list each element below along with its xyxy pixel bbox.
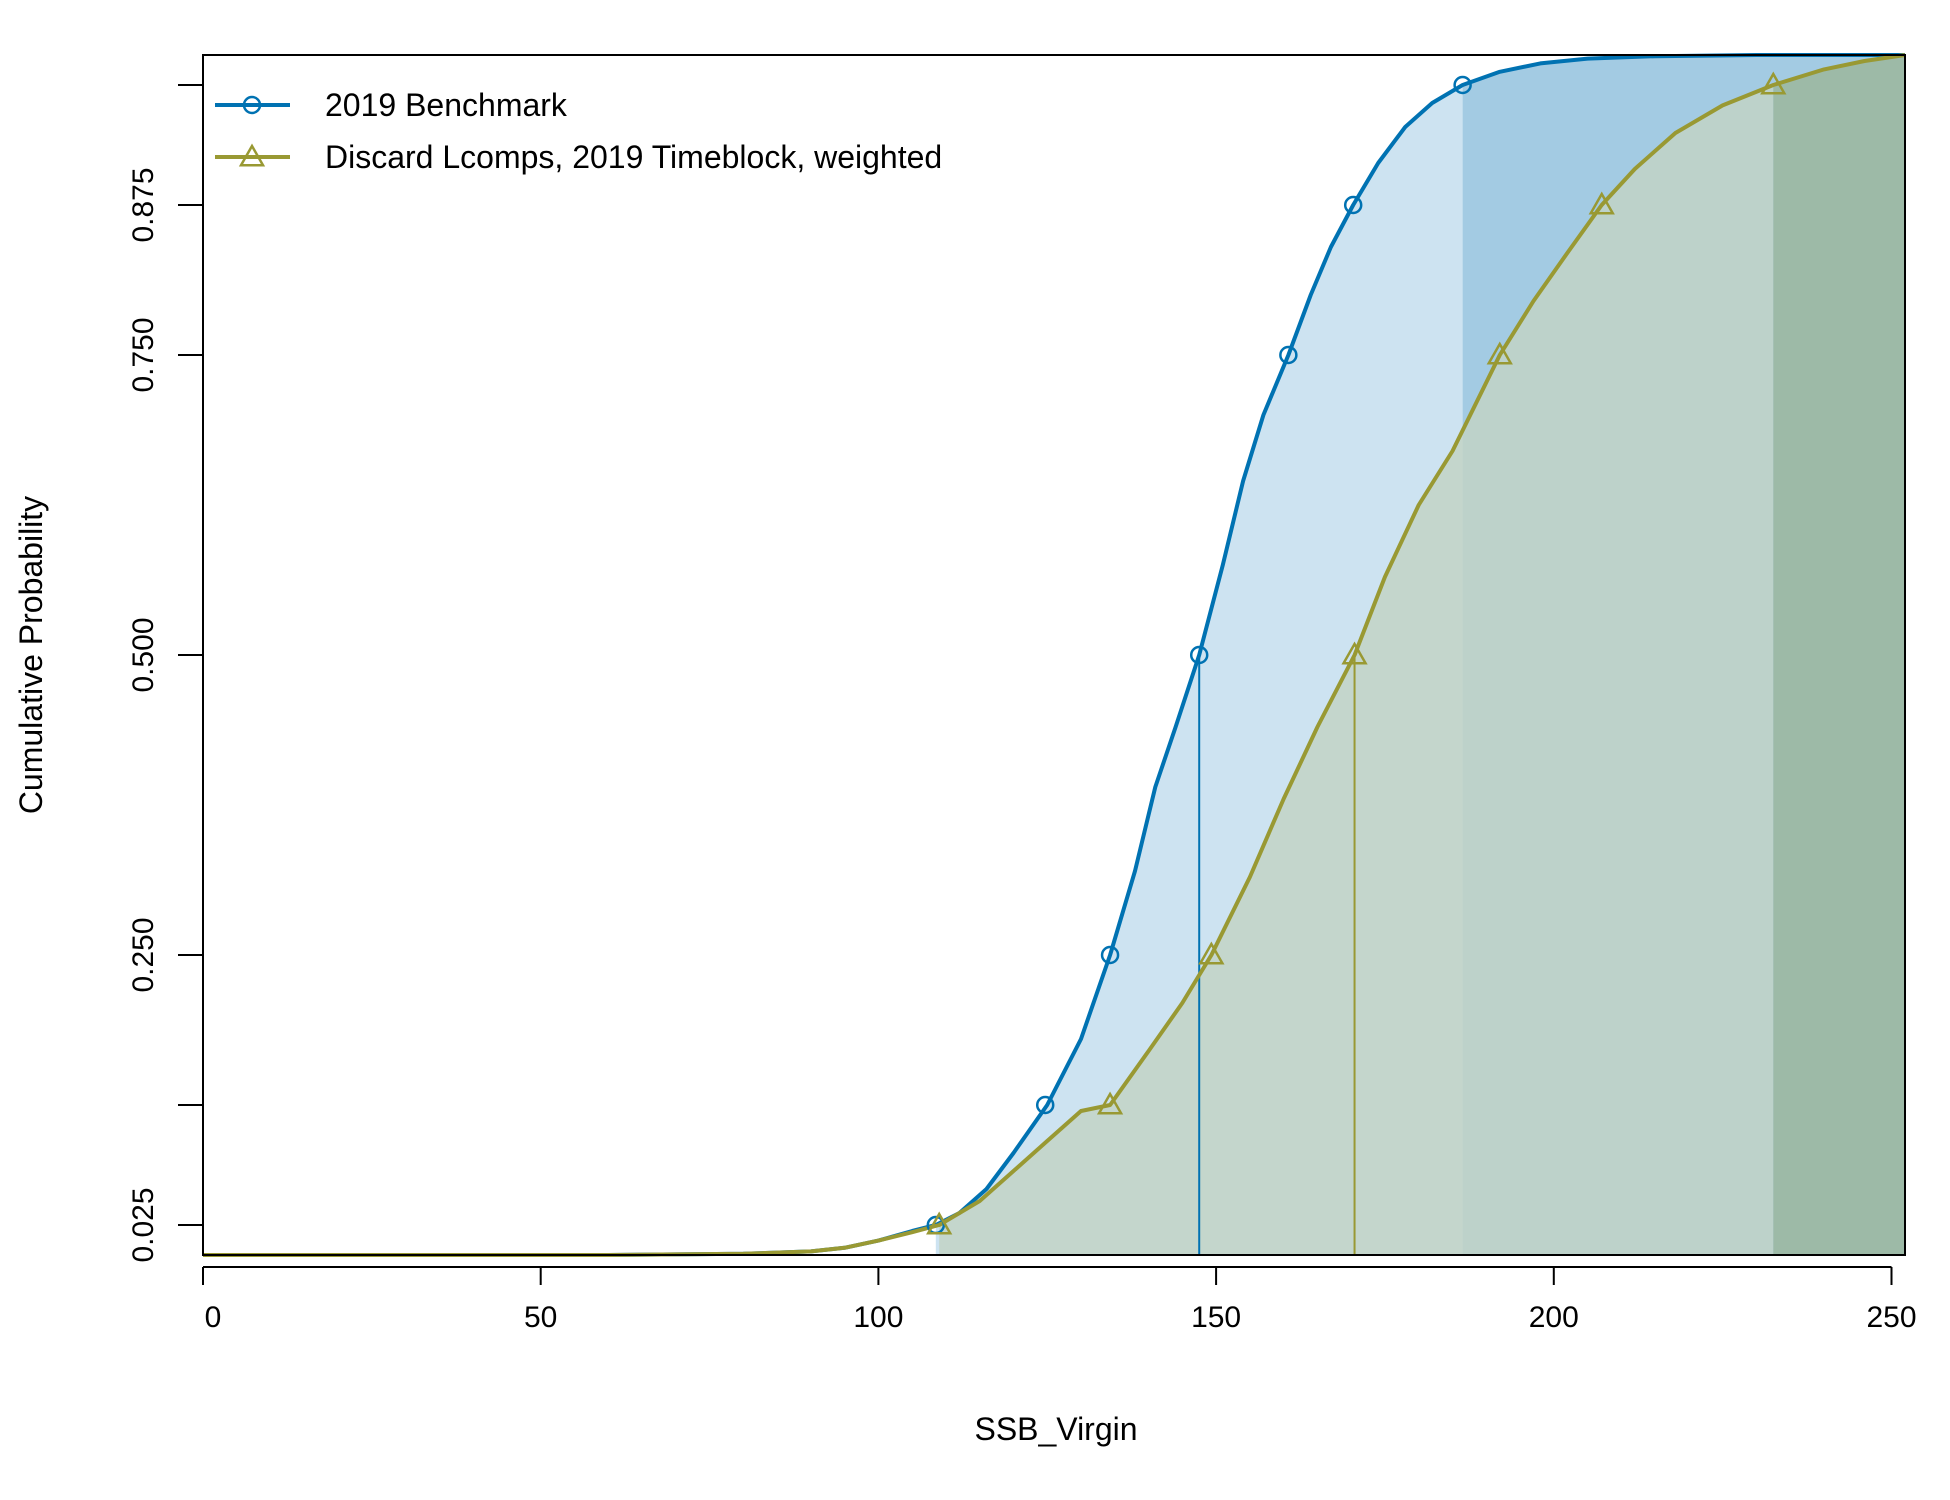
cdf-curves xyxy=(203,53,1906,1257)
x-axis-title: SSB_Virgin xyxy=(974,1411,1137,1447)
series-1-point xyxy=(1279,345,1298,365)
distribution-fills xyxy=(935,55,1905,1255)
series-1-point xyxy=(1453,75,1472,95)
central-interval-area-2 xyxy=(939,85,1774,1255)
series-1-point xyxy=(1189,645,1209,665)
x-tick-label: 200 xyxy=(1529,1301,1579,1334)
series-2-point xyxy=(1096,1091,1124,1115)
series-2-point xyxy=(1341,641,1368,665)
series-2-point xyxy=(1760,71,1787,95)
cdf-line-2 xyxy=(203,53,1906,1257)
legend-marker xyxy=(238,143,266,167)
upper-tail-area-2 xyxy=(1773,55,1905,1255)
series-1-point xyxy=(1035,1095,1055,1115)
quantile-markers xyxy=(926,71,1787,1235)
legend-marker xyxy=(242,95,262,115)
y-tick-label: 0.875 xyxy=(127,167,160,242)
y-axis: 0.025 0.250 0.500 0.750 0.875 xyxy=(127,84,204,1263)
legend-label: 2019 Benchmark xyxy=(325,87,568,123)
y-tick-label: 0.025 xyxy=(127,1187,160,1262)
series-2-point xyxy=(1198,941,1225,965)
x-tick-label: 0 xyxy=(205,1301,222,1334)
y-tick-label: 0.500 xyxy=(127,617,160,692)
series-1-point xyxy=(1343,195,1363,215)
y-axis-title: Cumulative Probability xyxy=(13,496,49,814)
x-tick-label: 150 xyxy=(1191,1301,1241,1334)
legend: 2019 Benchmark Discard Lcomps, 2019 Timeb… xyxy=(215,87,942,175)
x-tick-label: 250 xyxy=(1866,1301,1916,1334)
y-tick-label: 0.750 xyxy=(127,317,160,392)
x-tick-label: 100 xyxy=(853,1301,903,1334)
series-2-point xyxy=(926,1211,953,1235)
series-2-point xyxy=(1588,191,1615,215)
x-axis: 0 50 100 150 200 250 xyxy=(202,1266,1917,1334)
series-2-point xyxy=(1486,341,1513,365)
legend-label: Discard Lcomps, 2019 Timeblock, weighted xyxy=(325,139,942,175)
y-tick-label: 0.250 xyxy=(127,917,160,992)
series-1-point xyxy=(1100,945,1120,965)
x-tick-label: 50 xyxy=(524,1301,557,1334)
median-lines xyxy=(1198,655,1356,1255)
